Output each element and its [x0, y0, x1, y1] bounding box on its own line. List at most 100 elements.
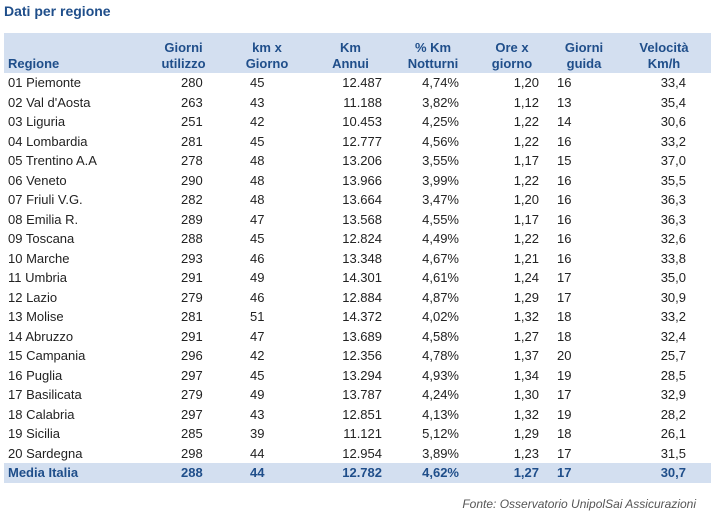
cell-km-annui: 12.884 [342, 289, 382, 305]
cell-km-giorno: 43 [250, 406, 265, 422]
cell-km-giorno: 47 [250, 211, 265, 227]
cell-giorni-utilizzo: 279 [181, 289, 203, 305]
cell-giorni-utilizzo: 263 [181, 94, 203, 110]
col-header-km-notturni: % Km Notturni [407, 40, 459, 71]
cell-km-annui: 12.824 [342, 231, 382, 247]
cell-regione: 07 Friuli V.G. [8, 192, 83, 208]
cell-km-giorno: 45 [250, 133, 265, 149]
source-note: Fonte: Osservatorio UnipolSai Assicurazi… [462, 497, 696, 511]
cell-km-notturni: 4,24% [422, 387, 459, 403]
cell-ore-giorno: 1,27 [513, 328, 539, 344]
cell-regione: 09 Toscana [8, 231, 75, 247]
cell-km-annui: 13.966 [342, 172, 382, 188]
cell-regione: 13 Molise [8, 309, 64, 325]
cell-ore-giorno: 1,23 [513, 445, 539, 461]
cell-giorni-guida: 15 [557, 153, 572, 169]
cell-km-giorno: 48 [250, 192, 265, 208]
table-row: 15 Campania 296 42 12.356 4,78% 1,37 20 25,7 [4, 346, 711, 366]
cell-giorni-utilizzo: 297 [181, 367, 203, 383]
col-header-ore-giorno: Ore x giorno [491, 40, 533, 71]
cell-km-notturni: 4,87% [422, 289, 459, 305]
cell-giorni-utilizzo: 296 [181, 348, 203, 364]
cell-km-annui: 12.487 [342, 75, 382, 91]
cell-km-giorno: 42 [250, 114, 265, 130]
cell-km-annui: 13.294 [342, 367, 382, 383]
cell-regione: 16 Puglia [8, 367, 63, 383]
cell-giorni-guida: 17 [557, 387, 572, 403]
cell-km-annui: 12.782 [342, 465, 382, 481]
cell-giorni-utilizzo: 285 [181, 426, 203, 442]
cell-km-annui: 13.689 [342, 328, 382, 344]
cell-giorni-utilizzo: 298 [181, 445, 203, 461]
cell-velocita: 32,9 [660, 387, 686, 403]
table-row: 09 Toscana 288 45 12.824 4,49% 1,22 16 32,6 [4, 229, 711, 249]
cell-velocita: 32,6 [660, 231, 686, 247]
cell-giorni-utilizzo: 288 [181, 231, 203, 247]
cell-velocita: 30,9 [660, 289, 686, 305]
cell-km-annui: 13.348 [342, 250, 382, 266]
cell-giorni-guida: 17 [557, 289, 572, 305]
cell-km-notturni: 4,62% [422, 465, 459, 481]
cell-regione: Media Italia [8, 465, 79, 481]
cell-giorni-guida: 17 [557, 270, 572, 286]
table-row: 18 Calabria 297 43 12.851 4,13% 1,32 19 28,2 [4, 405, 711, 425]
cell-km-notturni: 4,55% [422, 211, 459, 227]
cell-km-annui: 14.372 [342, 309, 382, 325]
cell-km-notturni: 4,49% [422, 231, 459, 247]
cell-ore-giorno: 1,20 [513, 192, 539, 208]
cell-giorni-guida: 19 [557, 406, 572, 422]
cell-km-giorno: 51 [250, 309, 265, 325]
cell-km-notturni: 5,12% [422, 426, 459, 442]
cell-ore-giorno: 1,21 [513, 250, 539, 266]
table-row: 05 Trentino A.A 278 48 13.206 3,55% 1,17 15 37,… [4, 151, 711, 171]
table-row: 12 Lazio 279 46 12.884 4,87% 1,29 17 30,9 [4, 288, 711, 308]
cell-km-giorno: 46 [250, 289, 265, 305]
cell-giorni-guida: 16 [557, 231, 572, 247]
cell-km-annui: 11.121 [343, 426, 382, 442]
col-header-km-annui: Km Annui [332, 40, 369, 71]
cell-giorni-utilizzo: 288 [181, 465, 203, 481]
cell-regione: 14 Abruzzo [8, 328, 74, 344]
cell-regione: 17 Basilicata [8, 387, 82, 403]
cell-giorni-guida: 16 [557, 250, 572, 266]
cell-giorni-guida: 13 [557, 94, 572, 110]
cell-regione: 08 Emilia R. [8, 211, 79, 227]
cell-giorni-guida: 16 [557, 192, 572, 208]
cell-ore-giorno: 1,22 [513, 114, 539, 130]
table-row: 04 Lombardia 281 45 12.777 4,56% 1,22 16 33,2 [4, 132, 711, 152]
cell-regione: 19 Sicilia [8, 426, 61, 442]
cell-regione: 12 Lazio [8, 289, 58, 305]
cell-km-notturni: 4,13% [422, 406, 459, 422]
cell-km-notturni: 4,25% [422, 114, 459, 130]
cell-giorni-guida: 17 [557, 465, 572, 481]
cell-regione: 02 Val d'Aosta [8, 94, 91, 110]
cell-km-notturni: 4,78% [422, 348, 459, 364]
table-row: 16 Puglia 297 45 13.294 4,93% 1,34 19 28,5 [4, 366, 711, 386]
col-header-giorni-guida: Giorni guida [564, 40, 604, 71]
cell-regione: 10 Marche [8, 250, 70, 266]
cell-velocita: 26,1 [660, 426, 686, 442]
cell-regione: 04 Lombardia [8, 133, 88, 149]
cell-velocita: 32,4 [660, 328, 686, 344]
col-header-velocita: Velocità Km/h [639, 40, 689, 71]
cell-km-notturni: 4,58% [422, 328, 459, 344]
cell-km-giorno: 43 [250, 94, 265, 110]
cell-km-annui: 13.568 [342, 211, 382, 227]
regional-data-table: Regione Giorni utilizzo km x Giorno Km Annu… [4, 33, 711, 483]
table-row: 11 Umbria 291 49 14.301 4,61% 1,24 17 35,0 [4, 268, 711, 288]
cell-giorni-guida: 16 [557, 172, 572, 188]
cell-km-giorno: 42 [250, 348, 265, 364]
cell-regione: 20 Sardegna [8, 445, 83, 461]
table-row: 01 Piemonte 280 45 12.487 4,74% 1,20 16 33,4 [4, 73, 711, 93]
cell-km-notturni: 3,89% [422, 445, 459, 461]
cell-giorni-utilizzo: 291 [181, 270, 203, 286]
cell-velocita: 25,7 [660, 348, 686, 364]
cell-ore-giorno: 1,22 [513, 231, 539, 247]
cell-velocita: 33,2 [660, 133, 686, 149]
table-row: 08 Emilia R. 289 47 13.568 4,55% 1,17 16 36,3 [4, 210, 711, 230]
cell-velocita: 31,5 [660, 445, 686, 461]
cell-km-notturni: 4,93% [422, 367, 459, 383]
cell-km-giorno: 48 [250, 153, 265, 169]
cell-km-giorno: 47 [250, 328, 265, 344]
cell-giorni-utilizzo: 282 [181, 192, 203, 208]
